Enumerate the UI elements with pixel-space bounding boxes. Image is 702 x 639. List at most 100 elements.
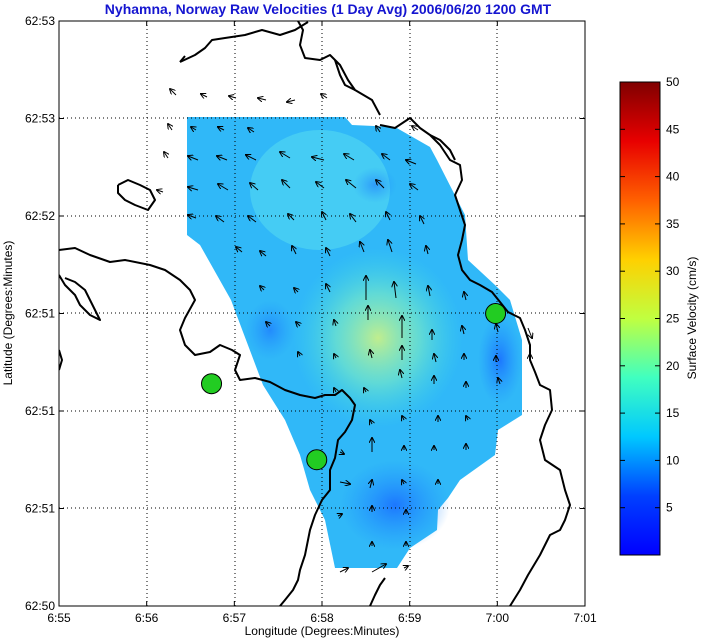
x-tick-label: 6:56 bbox=[135, 611, 159, 625]
velocity-vector bbox=[338, 514, 342, 516]
colorbar-gradient bbox=[619, 81, 661, 556]
coastlines bbox=[59, 21, 571, 606]
colorbar-tick-label: 15 bbox=[666, 406, 680, 420]
velocity-vector bbox=[382, 154, 391, 161]
stations bbox=[201, 303, 507, 471]
velocity-vector bbox=[188, 187, 199, 190]
velocity-vector bbox=[400, 370, 402, 379]
plot-area bbox=[58, 20, 586, 607]
velocity-vector bbox=[464, 292, 466, 301]
x-tick-label: 6:55 bbox=[47, 611, 71, 625]
velocity-vector bbox=[370, 480, 372, 489]
y-tick-label: 62:53 bbox=[25, 14, 55, 28]
x-tick-label: 7:01 bbox=[573, 611, 597, 625]
y-tick-label: 62:51 bbox=[25, 404, 55, 418]
velocity-vector bbox=[188, 156, 199, 160]
y-tick-label: 62:51 bbox=[25, 307, 55, 321]
velocity-low-region-west bbox=[245, 300, 295, 360]
velocity-vector bbox=[157, 190, 164, 192]
velocity-vector bbox=[191, 127, 196, 130]
velocity-vector bbox=[420, 216, 424, 225]
x-tick-label: 6:59 bbox=[398, 611, 422, 625]
velocity-vector bbox=[498, 378, 500, 385]
velocity-vector bbox=[260, 251, 267, 256]
y-axis: 62:50 62:51 62:51 62:51 62:52 62:53 62:53 bbox=[25, 14, 585, 613]
colorbar-tick-label: 35 bbox=[666, 217, 680, 231]
velocity-vector bbox=[250, 183, 259, 191]
velocity-vector bbox=[339, 482, 350, 484]
velocity-vector bbox=[266, 322, 270, 326]
velocity-vector bbox=[260, 286, 264, 290]
velocity-vector bbox=[282, 180, 291, 189]
colorbar-tick-label: 30 bbox=[666, 264, 680, 278]
velocity-vector bbox=[462, 326, 464, 335]
velocity-vector bbox=[334, 320, 336, 327]
x-axis: 6:55 6:56 6:57 6:58 6:59 7:00 7:01 bbox=[47, 21, 597, 625]
coastline-west-islet bbox=[117, 179, 156, 211]
velocity-vector bbox=[496, 324, 498, 333]
velocity-vector bbox=[164, 152, 168, 159]
velocity-vector bbox=[188, 215, 197, 218]
velocity-vector bbox=[217, 156, 228, 160]
velocity-vector bbox=[388, 240, 393, 253]
velocity-vector bbox=[360, 242, 364, 253]
coastline-west-edge bbox=[59, 349, 63, 371]
y-axis-label: Latitude (Degrees:Minutes) bbox=[1, 241, 15, 386]
y-tick-label: 62:51 bbox=[25, 502, 55, 516]
velocity-vector bbox=[376, 126, 380, 133]
velocity-vector bbox=[218, 184, 229, 191]
velocity-vector bbox=[410, 184, 419, 191]
velocity-vector bbox=[326, 248, 330, 257]
velocity-vector bbox=[218, 127, 225, 130]
coastline-north bbox=[297, 21, 381, 116]
colorbar-tick-label: 50 bbox=[666, 75, 680, 89]
velocity-vector bbox=[288, 214, 295, 221]
velocity-low-region-east bbox=[478, 315, 522, 405]
coastline-east bbox=[379, 117, 571, 606]
x-axis-label: Longitude (Degrees:Minutes) bbox=[245, 624, 400, 638]
velocity-vector bbox=[364, 388, 366, 392]
velocity-vector bbox=[466, 416, 468, 420]
velocity-vector bbox=[386, 212, 390, 221]
velocity-vector bbox=[339, 568, 348, 572]
y-tick-label: 62:50 bbox=[25, 599, 55, 613]
x-tick-label: 6:58 bbox=[310, 611, 334, 625]
velocity-vector bbox=[170, 89, 177, 96]
velocity-vector bbox=[370, 350, 372, 359]
coastline-south bbox=[369, 577, 386, 606]
coastline-north-inlet bbox=[334, 59, 356, 91]
velocity-vector bbox=[294, 288, 298, 292]
velocity-vector bbox=[280, 152, 291, 159]
velocity-vector bbox=[236, 247, 243, 252]
station-west bbox=[201, 373, 223, 395]
colorbar-tick-label: 25 bbox=[666, 312, 680, 326]
velocity-vector bbox=[312, 157, 325, 160]
velocity-vector bbox=[248, 216, 257, 223]
coastline-north-tip bbox=[179, 55, 186, 63]
velocity-vector bbox=[426, 246, 428, 255]
velocity-vector bbox=[316, 182, 325, 189]
y-tick-label: 62:52 bbox=[25, 209, 55, 223]
velocity-vector bbox=[296, 322, 300, 326]
velocity-vector bbox=[434, 354, 436, 363]
velocity-vector bbox=[321, 94, 328, 98]
colorbar-tick-label: 20 bbox=[666, 359, 680, 373]
coastline-west bbox=[59, 247, 356, 606]
velocity-vectors bbox=[157, 89, 532, 572]
velocity-low-region-north bbox=[353, 167, 397, 203]
velocity-vector bbox=[350, 214, 357, 223]
velocity-vector bbox=[376, 180, 385, 189]
velocity-vector bbox=[298, 352, 300, 356]
velocity-max-region bbox=[293, 248, 463, 428]
velocity-vector bbox=[216, 216, 225, 223]
velocity-vector bbox=[412, 126, 419, 130]
velocity-vector bbox=[371, 564, 386, 573]
x-tick-label: 6:57 bbox=[223, 611, 247, 625]
colorbar-label: Surface Velocity (cm/s) bbox=[685, 257, 699, 380]
colorbar-ticks: 5 10 15 20 25 30 35 40 45 50 bbox=[620, 75, 680, 515]
velocity-vector bbox=[428, 286, 430, 297]
velocity-vector bbox=[229, 96, 237, 98]
station-east bbox=[485, 303, 507, 324]
velocity-vector bbox=[402, 416, 404, 420]
colorbar-tick-label: 10 bbox=[666, 453, 680, 467]
